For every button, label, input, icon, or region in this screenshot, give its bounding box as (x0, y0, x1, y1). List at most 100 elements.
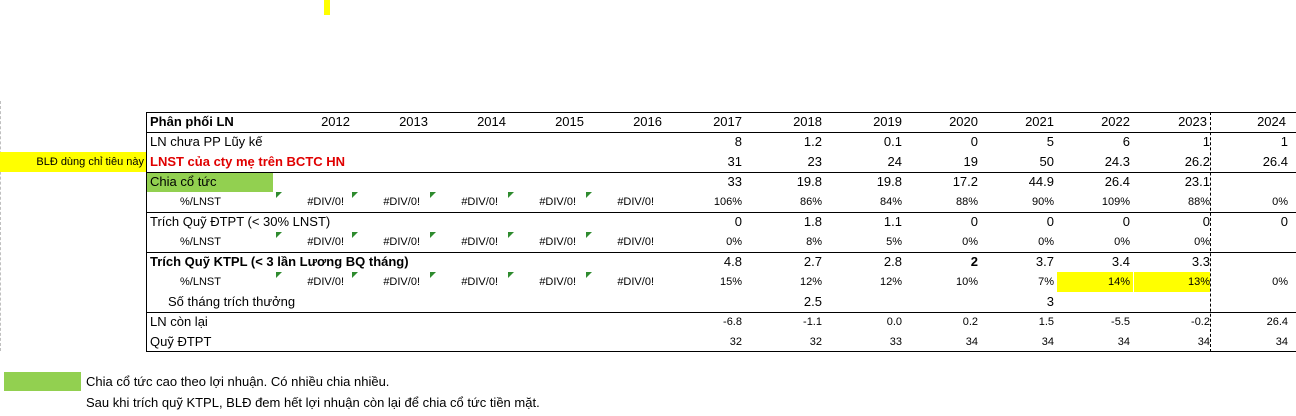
error-indicator-icon[interactable] (586, 272, 592, 278)
chia-co-tuc-highlight (147, 173, 273, 192)
value-cell: 26.4 (1262, 154, 1288, 169)
highlighted-cell[interactable] (1134, 272, 1210, 292)
row-label-pct-lnst-1: %/LNST (180, 196, 221, 208)
value-cell: 50 (1039, 154, 1054, 169)
div-error-cell: #DIV/0! (539, 196, 576, 208)
error-indicator-icon[interactable] (276, 192, 282, 198)
value-cell: 26.4 (1266, 316, 1288, 328)
value-cell: 26.4 (1104, 174, 1130, 189)
table-left-border (146, 112, 147, 352)
error-indicator-icon[interactable] (430, 232, 436, 238)
div-error-cell: #DIV/0! (383, 276, 420, 288)
div-error-cell: #DIV/0! (383, 196, 420, 208)
div-error-cell: #DIV/0! (461, 276, 498, 288)
value-cell: 3.7 (1035, 254, 1054, 269)
value-cell: 0 (970, 214, 978, 229)
value-cell: 8 (734, 134, 742, 149)
value-cell: 88% (1187, 196, 1210, 208)
error-indicator-icon[interactable] (508, 232, 514, 238)
table-top-border (146, 112, 1296, 113)
header-year: 2022 (1101, 114, 1130, 129)
note-2: Sau khi trích quỹ KTPL, BLĐ đem hết lợi … (86, 395, 540, 410)
value-cell: 1 (1202, 134, 1210, 149)
value-cell: 32 (809, 336, 822, 348)
selected-cell-marker[interactable] (324, 0, 330, 15)
table-bottom-border (146, 351, 1296, 352)
value-cell: 1.2 (803, 134, 822, 149)
value-cell: 24.3 (1104, 154, 1130, 169)
value-cell: 0 (970, 134, 978, 149)
row-label-quy-dtpt: Trích Quỹ ĐTPT (< 30% LNST) (150, 214, 331, 229)
value-cell: 8% (806, 236, 822, 248)
value-cell: 15% (719, 276, 742, 288)
value-cell: -0.2 (1191, 316, 1210, 328)
error-indicator-icon[interactable] (508, 192, 514, 198)
value-cell: 34 (1275, 336, 1288, 348)
row-label-ln-con-lai: LN còn lại (150, 314, 208, 329)
value-cell: 0 (734, 214, 742, 229)
error-indicator-icon[interactable] (352, 232, 358, 238)
value-cell: -6.8 (723, 316, 742, 328)
error-indicator-icon[interactable] (508, 272, 514, 278)
value-cell: 0.2 (962, 316, 978, 328)
side-note-cell[interactable] (0, 152, 146, 172)
header-year: 2016 (633, 114, 662, 129)
error-indicator-icon[interactable] (586, 192, 592, 198)
value-cell: 26.2 (1184, 154, 1210, 169)
value-cell: 32 (729, 336, 742, 348)
value-cell: 0% (1272, 196, 1288, 208)
value-cell: 19 (963, 154, 978, 169)
value-cell: 34 (1197, 336, 1210, 348)
value-cell: 1.5 (1038, 316, 1054, 328)
value-cell: 12% (879, 276, 902, 288)
value-cell: 34 (965, 336, 978, 348)
value-cell: -1.1 (803, 316, 822, 328)
value-cell: 6 (1122, 134, 1130, 149)
header-year: 2019 (873, 114, 902, 129)
value-cell: 2 (970, 254, 978, 269)
header-year: 2013 (399, 114, 428, 129)
highlighted-cell[interactable] (1057, 272, 1133, 292)
div-error-cell: #DIV/0! (617, 276, 654, 288)
col-2023-divider (1210, 112, 1211, 352)
value-cell: 2.5 (803, 294, 822, 309)
div-error-cell: #DIV/0! (383, 236, 420, 248)
value-cell: 34 (1117, 336, 1130, 348)
value-cell: 3 (1046, 294, 1054, 309)
side-note: BLĐ dùng chỉ tiêu này (36, 156, 144, 168)
value-cell: 0.0 (886, 316, 902, 328)
value-cell: 24 (887, 154, 902, 169)
error-indicator-icon[interactable] (430, 272, 436, 278)
value-cell: 19.8 (876, 174, 902, 189)
value-cell: 0% (1038, 236, 1054, 248)
value-cell: 1.8 (803, 214, 822, 229)
value-cell: 3.4 (1111, 254, 1130, 269)
div-error-cell: #DIV/0! (307, 276, 344, 288)
row-label-quy-dtpt-total: Quỹ ĐTPT (150, 334, 212, 349)
value-cell: -5.5 (1111, 316, 1130, 328)
row-label-lnst: LNST của cty mẹ trên BCTC HN (150, 154, 346, 169)
error-indicator-icon[interactable] (352, 192, 358, 198)
value-cell: 0.1 (883, 134, 902, 149)
value-cell: 0% (1272, 276, 1288, 288)
value-cell: 84% (879, 196, 902, 208)
error-indicator-icon[interactable] (352, 272, 358, 278)
error-indicator-icon[interactable] (430, 192, 436, 198)
error-indicator-icon[interactable] (276, 232, 282, 238)
div-error-cell: #DIV/0! (307, 196, 344, 208)
error-indicator-icon[interactable] (276, 272, 282, 278)
value-cell: 3.3 (1191, 254, 1210, 269)
value-cell: 5 (1046, 134, 1054, 149)
value-cell: 17.2 (952, 174, 978, 189)
value-cell: 86% (799, 196, 822, 208)
value-cell: 0 (1202, 214, 1210, 229)
header-year: 2018 (793, 114, 822, 129)
error-indicator-icon[interactable] (586, 232, 592, 238)
note-1: Chia cổ tức cao theo lợi nhuận. Có nhiều… (86, 374, 390, 389)
value-cell: 4.8 (723, 254, 742, 269)
value-cell: 33 (889, 336, 902, 348)
value-cell: 23 (807, 154, 822, 169)
value-cell: 23.1 (1184, 174, 1210, 189)
div-error-cell: #DIV/0! (617, 236, 654, 248)
